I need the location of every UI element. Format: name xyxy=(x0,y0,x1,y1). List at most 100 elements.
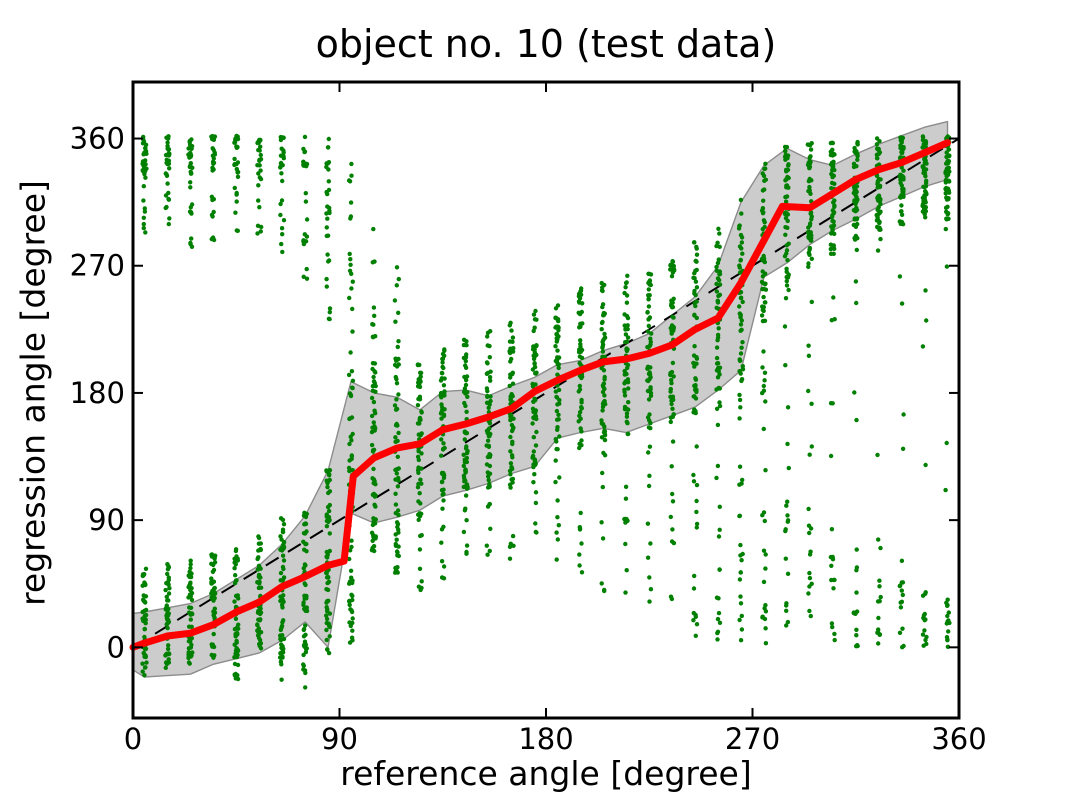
scatter-point xyxy=(782,254,788,259)
scatter-point xyxy=(878,545,883,551)
scatter-point xyxy=(463,365,469,370)
scatter-point xyxy=(301,159,306,164)
scatter-point xyxy=(164,603,169,608)
scatter-point xyxy=(143,612,149,618)
scatter-point xyxy=(258,144,263,149)
scatter-point xyxy=(625,421,630,426)
scatter-point xyxy=(647,271,652,277)
scatter-point xyxy=(369,395,375,401)
scatter-point xyxy=(900,626,905,631)
scatter-point xyxy=(761,198,766,203)
scatter-point xyxy=(600,422,606,427)
scatter-point xyxy=(487,402,492,407)
scatter-point xyxy=(737,358,743,363)
scatter-point xyxy=(625,380,631,385)
scatter-point xyxy=(716,596,721,601)
scatter-point xyxy=(830,557,836,562)
scatter-point xyxy=(188,617,193,622)
scatter-point xyxy=(324,276,329,282)
scatter-point xyxy=(530,421,535,426)
scatter-point xyxy=(669,274,675,279)
scatter-point xyxy=(211,156,216,161)
scatter-point xyxy=(899,558,905,563)
scatter-point xyxy=(554,357,560,363)
scatter-point xyxy=(507,383,512,389)
scatter-point xyxy=(946,216,951,221)
scatter-point xyxy=(851,208,857,213)
scatter-point xyxy=(187,605,192,610)
scatter-point xyxy=(625,365,630,371)
scatter-point xyxy=(668,415,674,420)
y-tick-label: 360 xyxy=(70,122,125,156)
scatter-point xyxy=(280,564,286,570)
scatter-point xyxy=(854,247,859,253)
scatter-point xyxy=(624,517,629,522)
scatter-point xyxy=(465,448,470,454)
scatter-point xyxy=(350,329,355,334)
scatter-point xyxy=(507,323,512,328)
scatter-point xyxy=(464,543,470,548)
scatter-point xyxy=(350,385,355,390)
scatter-point xyxy=(255,580,260,585)
scatter-point xyxy=(257,148,262,153)
scatter-point xyxy=(327,502,332,508)
scatter-point xyxy=(945,613,950,619)
scatter-point xyxy=(464,486,470,491)
scatter-point xyxy=(601,368,607,373)
scatter-point xyxy=(188,594,193,599)
scatter-point xyxy=(946,618,951,623)
scatter-point xyxy=(165,621,170,626)
scatter-point xyxy=(763,552,768,557)
scatter-point xyxy=(670,406,675,411)
scatter-point xyxy=(166,582,171,587)
scatter-point xyxy=(326,167,331,172)
scatter-point xyxy=(327,531,332,536)
scatter-point xyxy=(875,215,880,220)
scatter-point xyxy=(625,335,631,340)
scatter-point xyxy=(763,271,768,276)
scatter-point xyxy=(625,315,631,321)
scatter-point xyxy=(694,482,700,488)
scatter-point xyxy=(349,538,354,543)
scatter-point xyxy=(875,146,880,151)
scatter-point xyxy=(463,403,468,409)
scatter-point xyxy=(692,364,697,369)
scatter-point xyxy=(898,138,903,143)
scatter-point xyxy=(782,210,788,216)
scatter-point xyxy=(784,266,789,271)
scatter-point xyxy=(461,355,467,361)
scatter-point xyxy=(278,659,284,664)
scatter-point xyxy=(532,317,538,322)
scatter-point xyxy=(188,161,193,166)
scatter-point xyxy=(623,327,628,332)
scatter-point xyxy=(143,175,148,180)
scatter-point xyxy=(257,637,263,643)
scatter-point xyxy=(279,642,284,647)
scatter-point xyxy=(350,378,356,383)
scatter-point xyxy=(854,199,859,204)
scatter-point xyxy=(739,246,744,251)
scatter-point xyxy=(761,579,767,585)
scatter-point xyxy=(578,510,583,516)
scatter-point xyxy=(784,278,789,284)
scatter-point xyxy=(899,588,904,593)
scatter-point xyxy=(372,502,377,507)
y-tick-label: 0 xyxy=(107,630,125,664)
scatter-point xyxy=(256,555,261,560)
scatter-point xyxy=(830,624,835,630)
scatter-point xyxy=(441,491,446,497)
scatter-point xyxy=(626,400,631,405)
scatter-point xyxy=(923,637,928,643)
scatter-point xyxy=(855,157,860,162)
scatter-point xyxy=(738,371,743,376)
scatter-point xyxy=(806,188,811,194)
scatter-point xyxy=(440,360,445,365)
scatter-point xyxy=(258,152,263,158)
scatter-point xyxy=(876,176,882,182)
scatter-point xyxy=(415,403,421,408)
scatter-point xyxy=(369,429,375,435)
scatter-point xyxy=(142,206,147,211)
scatter-point xyxy=(717,269,722,274)
scatter-point xyxy=(235,145,240,150)
scatter-point xyxy=(327,548,332,554)
